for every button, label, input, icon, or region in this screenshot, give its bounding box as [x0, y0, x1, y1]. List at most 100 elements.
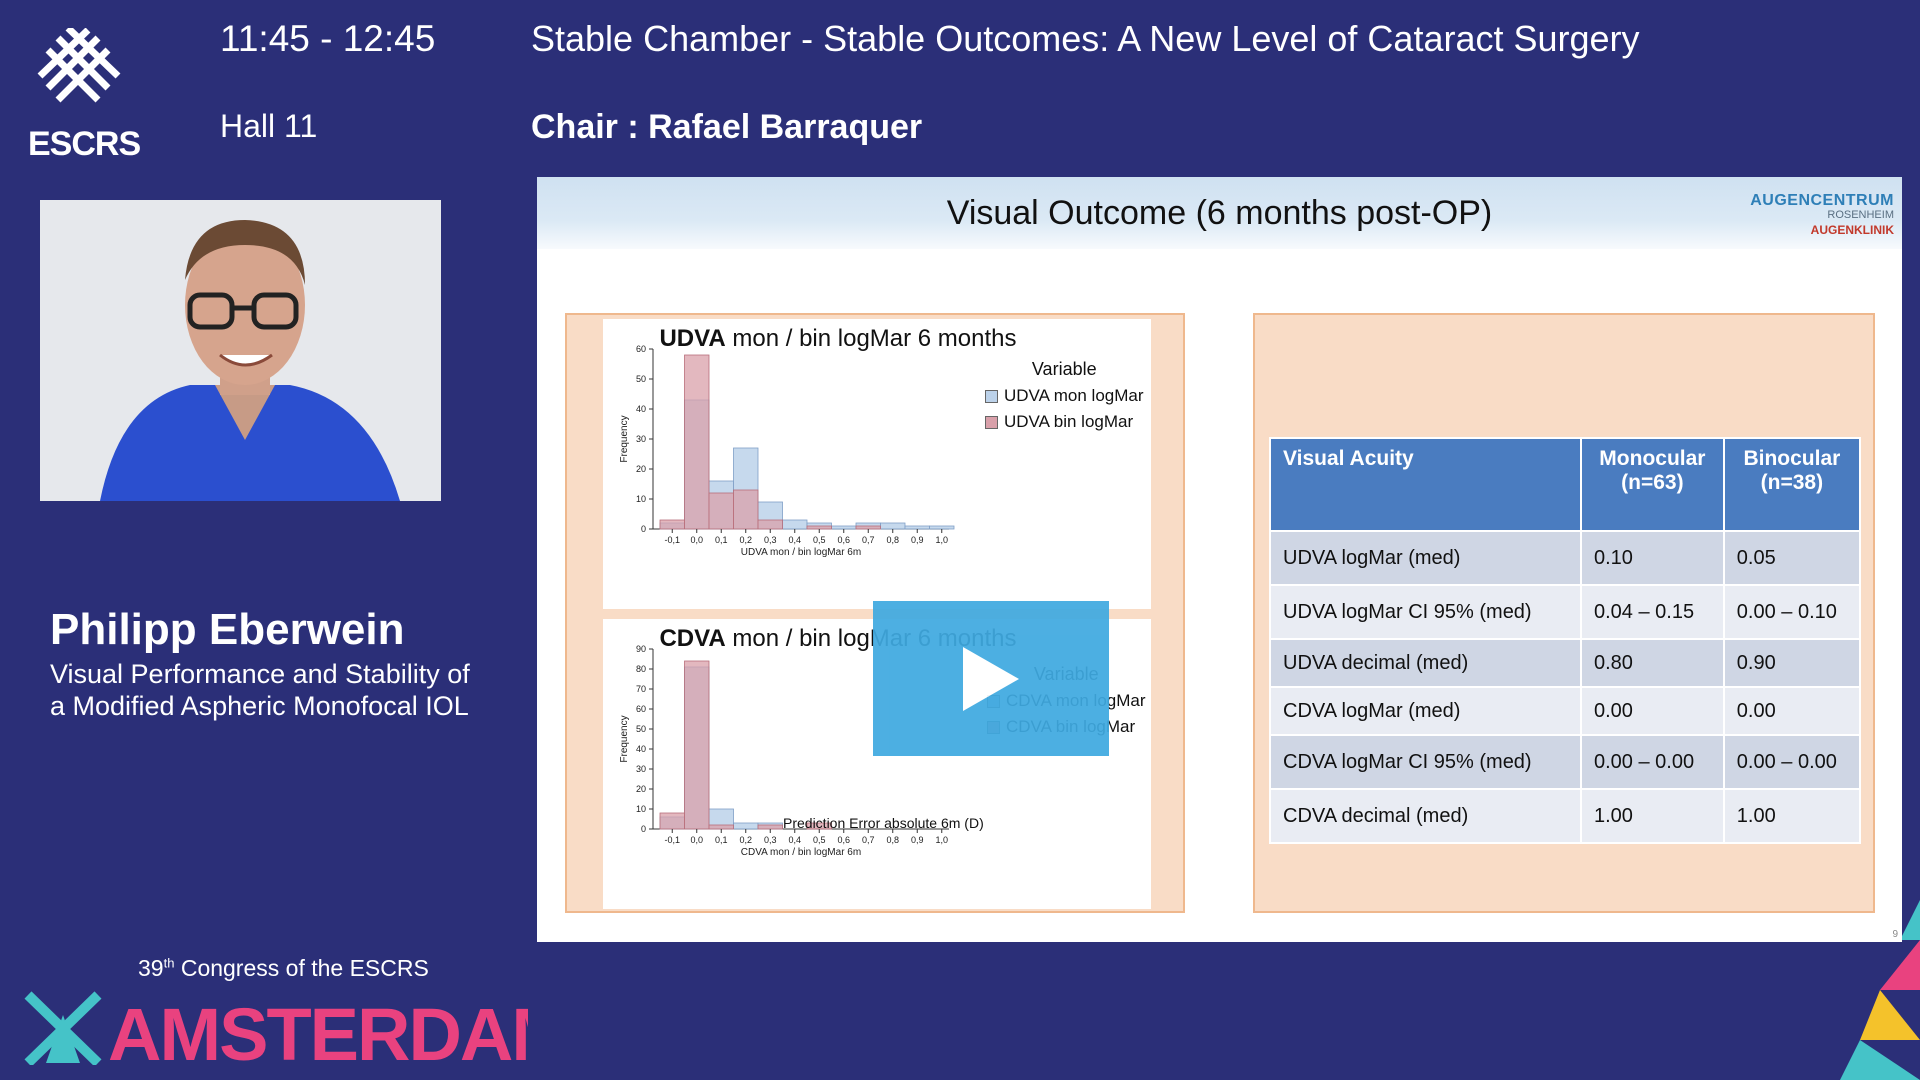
- table-row: UDVA logMar CI 95% (med) 0.04 – 0.15 0.00 …: [1269, 584, 1862, 640]
- legend-label: UDVA mon logMar: [1004, 386, 1144, 405]
- congress-number: 39: [138, 955, 164, 981]
- x-tick-label: 0,2: [739, 535, 752, 545]
- y-tick-label: 20: [636, 784, 646, 794]
- y-tick-label: 70: [636, 684, 646, 694]
- escrs-logo: ESCRS: [28, 25, 141, 163]
- y-tick-label: 50: [636, 374, 646, 384]
- x-tick-label: 0,3: [764, 535, 777, 545]
- session-time: 11:45 - 12:45: [220, 18, 436, 59]
- bar-bin: [684, 660, 710, 830]
- y-tick-label: 30: [636, 764, 646, 774]
- udva-chart: UDVA mon / bin logMar 6 months 0 10 20 30 40…: [603, 319, 1151, 609]
- x-tick-label: 0,3: [764, 835, 777, 845]
- x-tick-label: 0,7: [862, 835, 875, 845]
- speaker-video: [40, 200, 441, 501]
- talk-title-line2: a Modified Aspheric Monofocal IOL: [50, 691, 469, 721]
- x-tick-label: 1,0: [935, 835, 948, 845]
- y-tick-label: 50: [636, 724, 646, 734]
- x-tick-label: 1,0: [935, 535, 948, 545]
- x-axis-label: CDVA mon / bin logMar 6m: [741, 847, 861, 858]
- bar-bin: [757, 824, 783, 830]
- x-tick-label: 0,5: [813, 535, 826, 545]
- x-tick-label: 0,9: [911, 835, 924, 845]
- row-monocular: 0.00 – 0.00: [1580, 734, 1725, 790]
- windmill-icon: AMSTERDAM: [24, 991, 573, 1076]
- y-axis-label: Frequency: [619, 715, 630, 762]
- bar-bin: [684, 354, 710, 530]
- table-row: UDVA decimal (med) 0.80 0.90: [1269, 638, 1862, 688]
- y-tick-label: 40: [636, 404, 646, 414]
- play-button[interactable]: [873, 601, 1109, 756]
- x-tick-label: 0,1: [715, 535, 728, 545]
- congress-ordinal: th: [163, 955, 175, 971]
- row-label: UDVA decimal (med): [1269, 638, 1582, 688]
- decorative-triangles-icon: [1840, 900, 1920, 1080]
- row-label: CDVA decimal (med): [1269, 788, 1582, 844]
- legend-swatch: [985, 389, 998, 403]
- y-tick-label: 0: [641, 824, 646, 834]
- table-row: CDVA logMar CI 95% (med) 0.00 – 0.00 0.00 …: [1269, 734, 1862, 790]
- legend-item-mon: UDVA mon logMar: [985, 386, 1144, 406]
- y-tick-label: 10: [636, 804, 646, 814]
- x-tick-label: 0,0: [690, 835, 703, 845]
- bar-bin: [733, 489, 759, 530]
- header-binocular: Binocular (n=38): [1722, 437, 1862, 532]
- bar-bin: [659, 519, 685, 530]
- session-chair: Chair : Rafael Barraquer: [531, 108, 923, 146]
- legend-title: Variable: [1031, 359, 1097, 379]
- x-tick-label: -0,1: [664, 535, 680, 545]
- x-tick-label: 0,6: [837, 535, 850, 545]
- x-tick-label: 0,8: [886, 535, 899, 545]
- y-tick-label: 90: [636, 644, 646, 654]
- slide-title: Visual Outcome (6 months post-OP): [946, 194, 1493, 232]
- bar-mon: [929, 525, 955, 530]
- row-label: UDVA logMar CI 95% (med): [1269, 584, 1582, 640]
- row-binocular: 0.00 – 0.10: [1722, 584, 1862, 640]
- y-tick-label: 60: [636, 344, 646, 354]
- header-visual-acuity: Visual Acuity: [1269, 437, 1582, 532]
- table-row: CDVA decimal (med) 1.00 1.00: [1269, 788, 1862, 844]
- congress-text: Congress of the ESCRS: [174, 955, 429, 981]
- row-monocular: 0.04 – 0.15: [1580, 584, 1725, 640]
- x-tick-label: 0,4: [788, 835, 801, 845]
- talk-title-line1: Visual Performance and Stability of: [50, 659, 470, 689]
- y-tick-label: 0: [641, 524, 646, 534]
- bar-mon: [880, 522, 906, 530]
- table-panel: Visual Acuity Monocular (n=63) Binocular…: [1253, 313, 1875, 913]
- bar-bin: [855, 525, 881, 530]
- y-tick-label: 10: [636, 494, 646, 504]
- slide-page-number: 9: [1892, 929, 1898, 940]
- logo-line2: ROSENHEIM: [1827, 209, 1894, 221]
- x-tick-label: 0,8: [886, 835, 899, 845]
- y-axis-label: Frequency: [619, 415, 630, 462]
- speaker-portrait: [40, 200, 441, 501]
- chart-legend: Variable UDVA mon logMar UDVA bin logMar: [985, 359, 1144, 432]
- row-monocular: 0.10: [1580, 530, 1725, 586]
- x-tick-label: 0,4: [788, 535, 801, 545]
- congress-label: 39th Congress of the ESCRS: [138, 955, 429, 982]
- play-icon: [963, 647, 1019, 711]
- speaker-name: Philipp Eberwein: [50, 605, 405, 654]
- charts-panel: UDVA mon / bin logMar 6 months 0 10 20 30 40…: [565, 313, 1185, 913]
- y-tick-label: 80: [636, 664, 646, 674]
- bar-bin: [708, 492, 734, 530]
- chart-title-rest: mon / bin logMar 6 months: [725, 325, 1017, 352]
- row-binocular: 0.00: [1722, 686, 1862, 736]
- x-tick-label: -0,1: [664, 835, 680, 845]
- x-tick-label: 0,2: [739, 835, 752, 845]
- udva-histogram: 0 10 20 30 40 50 60 -0,1 0,0 0,1 0,2 0,3 0,4 0,5 0,6 0,…: [619, 344, 955, 558]
- legend-item-bin: UDVA bin logMar: [985, 412, 1144, 432]
- y-tick-label: 20: [636, 464, 646, 474]
- chart-annotation: Prediction Error absolute 6m (D): [783, 815, 984, 831]
- row-monocular: 0.00: [1580, 686, 1725, 736]
- chart-title: UDVA mon / bin logMar 6 months: [603, 325, 1073, 353]
- slide-header: Visual Outcome (6 months post-OP) AUGENC…: [537, 177, 1902, 249]
- bar-bin: [757, 519, 783, 530]
- row-label: UDVA logMar (med): [1269, 530, 1582, 586]
- row-binocular: 0.00 – 0.00: [1722, 734, 1862, 790]
- x-tick-label: 0,7: [862, 535, 875, 545]
- row-binocular: 0.90: [1722, 638, 1862, 688]
- table-row: UDVA logMar (med) 0.10 0.05: [1269, 530, 1862, 586]
- x-tick-label: 0,6: [837, 835, 850, 845]
- logo-line3: AUGENKLINIK: [1810, 223, 1894, 237]
